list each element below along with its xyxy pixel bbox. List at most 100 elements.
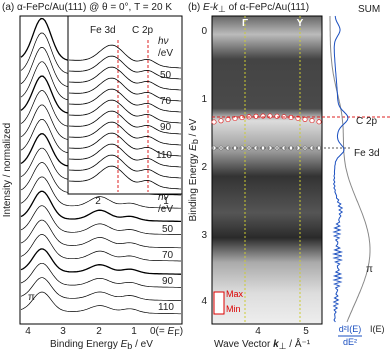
legend: I(E): [370, 324, 385, 334]
spectrum: [20, 277, 181, 301]
t: / eV: [132, 339, 153, 350]
inset-spectrum: [68, 132, 182, 157]
panel-b-title: (b) E-k⊥ of α-FePc/Au(111): [188, 2, 309, 14]
ek-map: [211, 15, 323, 325]
intensity-curve: [329, 16, 371, 323]
t: Binding Energy: [50, 339, 121, 350]
t: k: [273, 339, 279, 350]
dot: [211, 119, 217, 125]
dot: [316, 119, 322, 125]
inset-spectrum: [68, 121, 182, 146]
t: ): [180, 326, 183, 337]
dot: [267, 113, 273, 119]
spectrum: [20, 248, 181, 275]
t: 0(=: [150, 326, 168, 337]
t: E: [188, 144, 199, 151]
t: E: [121, 339, 128, 350]
hv: hν: [158, 192, 169, 203]
dot: [260, 113, 266, 119]
dot: [239, 115, 245, 121]
colorbar-label: Max: [226, 289, 244, 299]
inset-spectrum: [68, 165, 182, 190]
spectrum: [20, 262, 181, 288]
inset: Fe 3d C 2p hν /eV 50 70 90 110 2 1: [67, 15, 183, 207]
x-tick: 1: [131, 326, 137, 337]
pi: π: [28, 292, 35, 303]
y-label-a: Intensity / normalized: [2, 123, 13, 218]
t: E: [203, 2, 210, 13]
inset-spectrum: [68, 44, 182, 69]
inset-tick: 2: [95, 196, 101, 207]
spectrum: [20, 176, 181, 209]
x-tick: 5: [303, 326, 309, 337]
hv-value: 110: [156, 150, 172, 161]
sum-label: π: [366, 264, 373, 275]
dots: [211, 113, 392, 151]
spectrum: [20, 205, 181, 235]
t: of α-FePc/Au(111): [226, 2, 309, 13]
sum-panel: [329, 15, 371, 323]
x-label-a: Binding Energy Eb / eV: [50, 339, 153, 350]
dot: [225, 117, 231, 123]
dot: [274, 113, 280, 119]
t: E: [168, 326, 175, 337]
inset-spectrum: [68, 110, 182, 135]
x-tick: 2: [96, 326, 102, 337]
spectrum: [20, 234, 181, 262]
inset-spectrum: [68, 143, 182, 168]
t: Wave Vector: [214, 339, 273, 350]
inset-spectrum: [68, 66, 182, 91]
inset-spectrum: [68, 154, 182, 179]
hv-value: 90: [160, 122, 172, 133]
hv: /eV: [158, 204, 173, 215]
colorbar: [213, 291, 225, 315]
sum-label: Fe 3d: [354, 148, 380, 159]
hv-value: 110: [158, 302, 174, 313]
t: (b): [188, 2, 203, 13]
sum-label: C 2p: [356, 116, 378, 127]
x-tick: 3: [60, 326, 66, 337]
panel-a-title: (a) α-FePc/Au(111) @ θ = 0°, T = 20 K: [2, 2, 172, 13]
y-tick: 0: [201, 26, 207, 37]
x-label-b: Wave Vector k⊥ / Å⁻¹: [214, 337, 311, 350]
x-tick: 4: [25, 326, 31, 337]
inset-spectrum: [68, 55, 182, 80]
hv: /eV: [158, 48, 173, 59]
x-tick: 4: [255, 326, 261, 337]
x-tick: 0(= EF): [150, 326, 183, 338]
point: Γ: [242, 18, 248, 29]
spectrum: [20, 291, 181, 315]
inset-tick: 1: [163, 196, 169, 207]
spectrum: [20, 219, 181, 249]
y-label-b: Binding Energy Eb / eV: [188, 118, 200, 221]
t: F: [174, 328, 180, 338]
dot: [302, 116, 308, 122]
colorbar-label: Min: [226, 304, 241, 314]
dot: [253, 113, 259, 119]
panel-a: [20, 17, 181, 315]
t: ⊥: [218, 4, 226, 14]
dot: [309, 118, 315, 124]
y-tick: 1: [201, 94, 207, 105]
t: b: [190, 139, 200, 144]
hv-value: 50: [160, 70, 172, 81]
t: / eV: [188, 118, 199, 139]
inset-spectrum: [68, 99, 182, 124]
legend: dE²: [343, 337, 357, 347]
y-tick: 4: [201, 296, 207, 307]
t: / Å⁻¹: [287, 337, 311, 350]
t: ⊥: [279, 341, 287, 350]
t: Binding Energy: [188, 151, 199, 222]
inset-spectrum: [68, 88, 182, 113]
hv-value: 90: [162, 276, 174, 287]
second-derivative-curve: [331, 15, 349, 323]
y-tick: 2: [201, 162, 207, 173]
hv: hν: [158, 36, 169, 47]
t: -k: [210, 2, 219, 13]
inset-spectrum: [68, 77, 182, 102]
hv-value: 70: [160, 96, 172, 107]
point: Y: [297, 18, 304, 29]
inset-label: C 2p: [132, 25, 154, 36]
legend: d²I(E): [339, 324, 362, 334]
